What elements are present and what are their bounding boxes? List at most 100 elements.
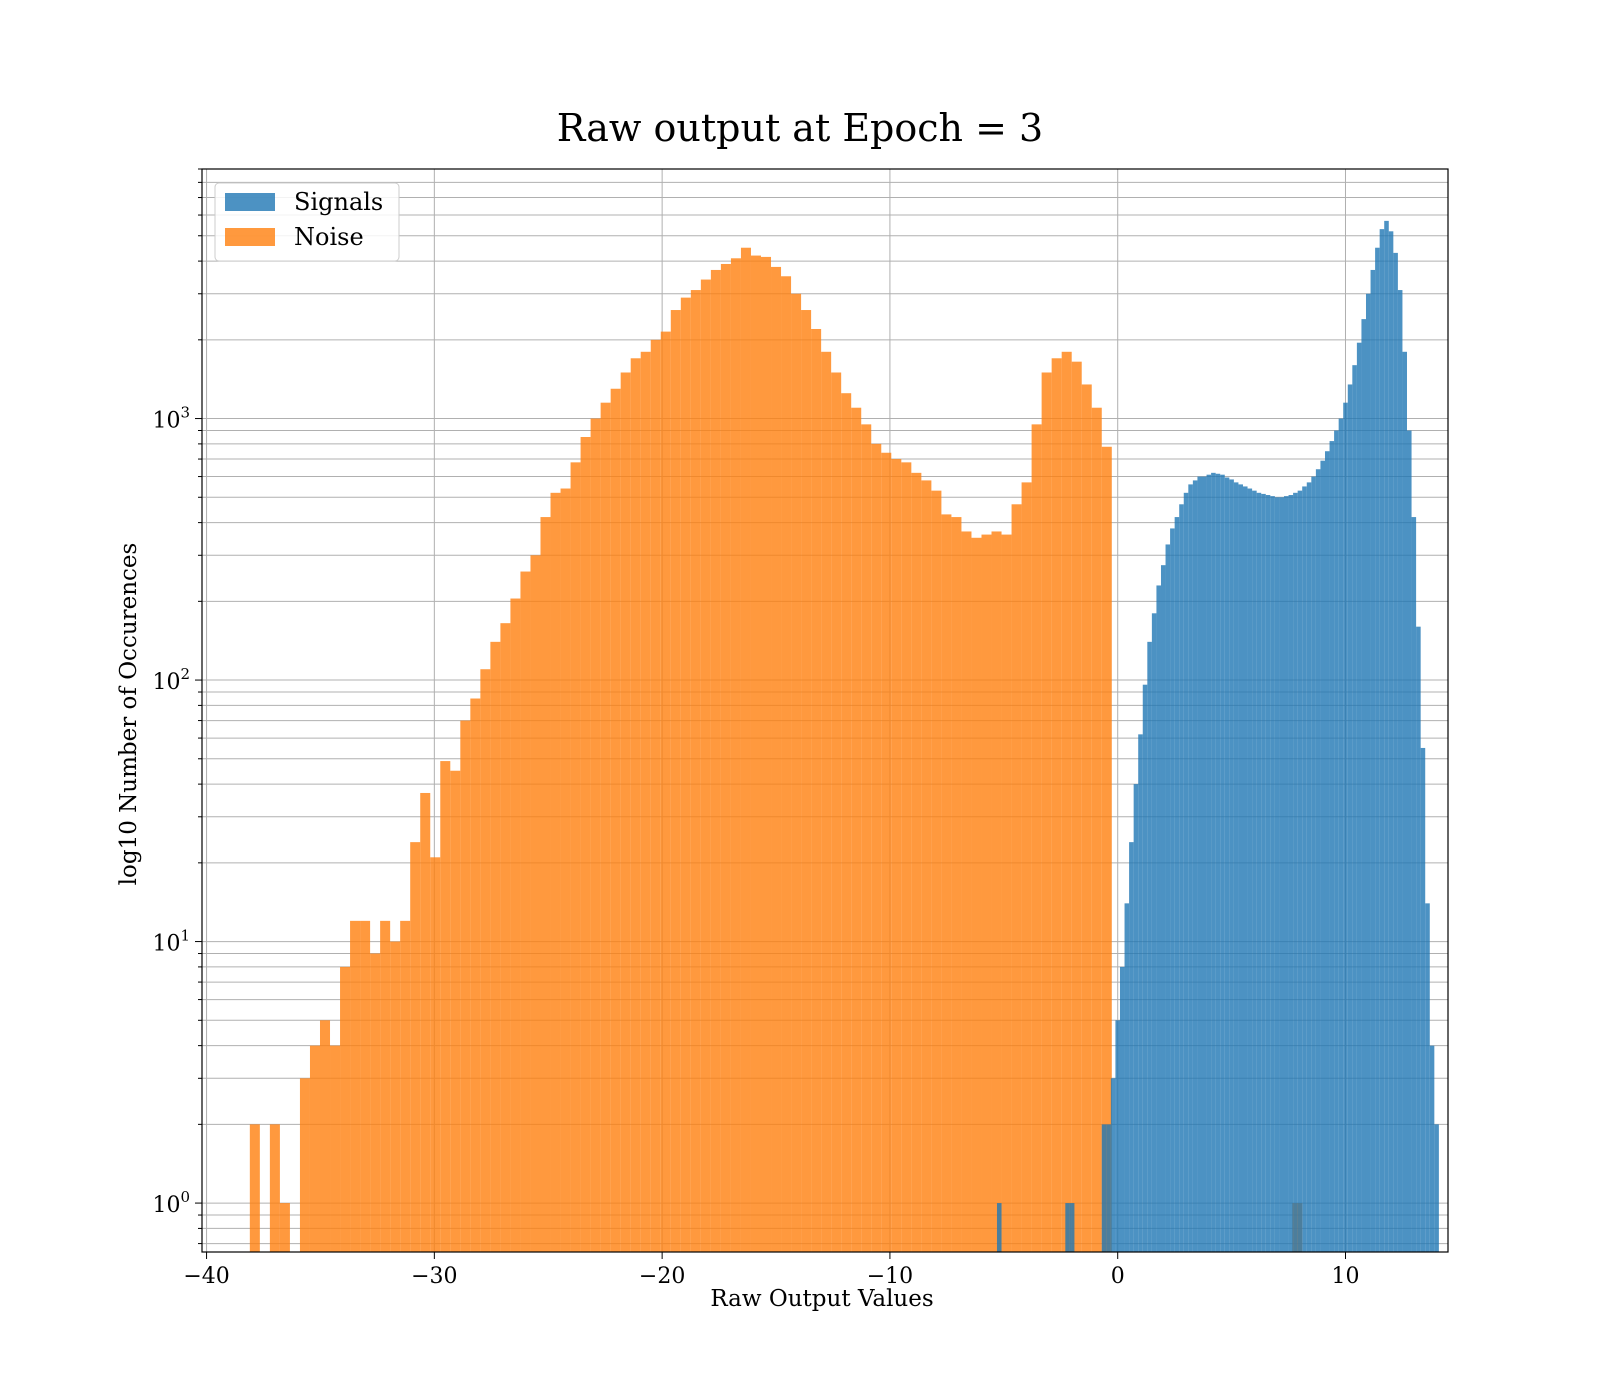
noise-bar — [390, 941, 401, 1252]
noise-bar — [730, 258, 741, 1252]
signals-bar — [1224, 477, 1230, 1252]
signals-bar — [1183, 492, 1189, 1252]
signals-bar — [1384, 220, 1389, 1253]
legend: Signals Noise — [214, 182, 400, 262]
signals-bar — [1393, 252, 1398, 1253]
signals-bar — [1206, 474, 1212, 1253]
noise-bar — [269, 1124, 280, 1252]
signals-bar — [1201, 476, 1207, 1252]
signals-bar — [1397, 290, 1403, 1252]
noise-bar — [921, 480, 932, 1253]
noise-bar — [590, 418, 601, 1252]
x-tick-label: −40 — [183, 1264, 229, 1289]
x-axis-label: Raw Output Values — [710, 1286, 933, 1312]
noise-bar — [620, 372, 631, 1253]
noise-bar — [811, 328, 822, 1252]
signals-bar — [1338, 418, 1344, 1252]
noise-bar — [1021, 482, 1032, 1253]
signals-bar — [1165, 544, 1171, 1252]
signals-bar — [1179, 504, 1184, 1253]
signals-bar — [1420, 747, 1426, 1252]
noise-bar — [901, 462, 912, 1252]
noise-legend-label: Noise — [294, 223, 364, 251]
x-tick-label: 10 — [1331, 1264, 1359, 1289]
noise-bar — [931, 490, 942, 1252]
signals-bar — [1411, 517, 1417, 1252]
signals-bar — [1311, 476, 1316, 1252]
noise-bar — [821, 351, 832, 1252]
noise-bar — [1091, 407, 1102, 1252]
noise-bar — [750, 255, 761, 1253]
noise-legend-swatch — [225, 228, 275, 246]
noise-bar — [951, 517, 962, 1252]
signals-bar — [1324, 451, 1330, 1253]
signals-bar — [1101, 1124, 1107, 1252]
signals-bar — [996, 1203, 1002, 1252]
signals-bar — [1343, 402, 1348, 1252]
noise-bar — [1071, 361, 1082, 1252]
chart-title: Raw output at Epoch = 3 — [557, 106, 1043, 150]
signals-bar — [1065, 1203, 1070, 1252]
noise-bar — [851, 407, 862, 1252]
signals-legend-label: Signals — [294, 188, 383, 216]
signals-bar — [1329, 441, 1335, 1252]
noise-bar — [680, 297, 691, 1252]
signals-bar — [1429, 1045, 1435, 1252]
noise-bar — [370, 953, 381, 1252]
noise-bar — [660, 331, 671, 1252]
signals-bar — [1160, 565, 1166, 1252]
noise-bar — [650, 339, 661, 1252]
noise-bar — [771, 266, 782, 1253]
noise-bar — [350, 920, 361, 1252]
signals-bar — [1434, 1124, 1439, 1252]
noise-bar — [971, 537, 982, 1252]
noise-bar — [1001, 534, 1012, 1252]
signals-bar — [1279, 497, 1284, 1253]
signals-bar — [1416, 626, 1421, 1252]
signals-bar — [1379, 229, 1385, 1253]
signals-bar — [1293, 492, 1298, 1252]
y-axis-label: log10 Number of Occurences — [116, 543, 142, 886]
noise-bar — [610, 388, 621, 1252]
noise-bar — [500, 623, 511, 1252]
noise-bar — [740, 247, 751, 1253]
signals-legend-swatch — [225, 193, 275, 211]
noise-bar — [760, 256, 772, 1252]
signals-bar — [1156, 585, 1161, 1252]
noise-bar — [670, 310, 681, 1252]
y-tick-label: 103 — [152, 404, 190, 434]
noise-bar — [630, 358, 641, 1253]
noise-bar — [991, 531, 1002, 1252]
noise-bar — [1061, 351, 1072, 1252]
noise-bar — [299, 1078, 310, 1252]
signals-bar — [1147, 641, 1152, 1252]
noise-bar — [1101, 446, 1112, 1252]
noise-bar — [1081, 384, 1092, 1252]
noise-bar — [430, 857, 441, 1252]
noise-bar — [360, 920, 371, 1252]
signals-bar — [1334, 430, 1339, 1252]
noise-bar — [881, 452, 892, 1252]
signals-bar — [1110, 1078, 1116, 1252]
noise-bar — [861, 424, 872, 1252]
noise-bar — [801, 310, 812, 1252]
signals-bar — [1297, 490, 1303, 1252]
noise-bar — [520, 571, 531, 1252]
signals-bar — [1306, 482, 1312, 1253]
noise-bar — [340, 966, 351, 1252]
signals-bar — [1192, 480, 1198, 1253]
signals-bar — [1170, 528, 1175, 1252]
signals-bar — [1242, 486, 1248, 1252]
signals-bar — [1270, 496, 1275, 1252]
signals-bar — [1188, 484, 1193, 1252]
noise-bar — [480, 669, 491, 1252]
signals-bar — [1402, 351, 1407, 1252]
noise-bar — [1041, 372, 1052, 1253]
signals-bar — [1252, 490, 1257, 1252]
signals-bar — [1211, 472, 1216, 1252]
signals-bar — [1215, 473, 1221, 1253]
noise-bar — [440, 761, 451, 1252]
signals-bar — [1142, 684, 1148, 1252]
noise-bar — [560, 488, 571, 1252]
